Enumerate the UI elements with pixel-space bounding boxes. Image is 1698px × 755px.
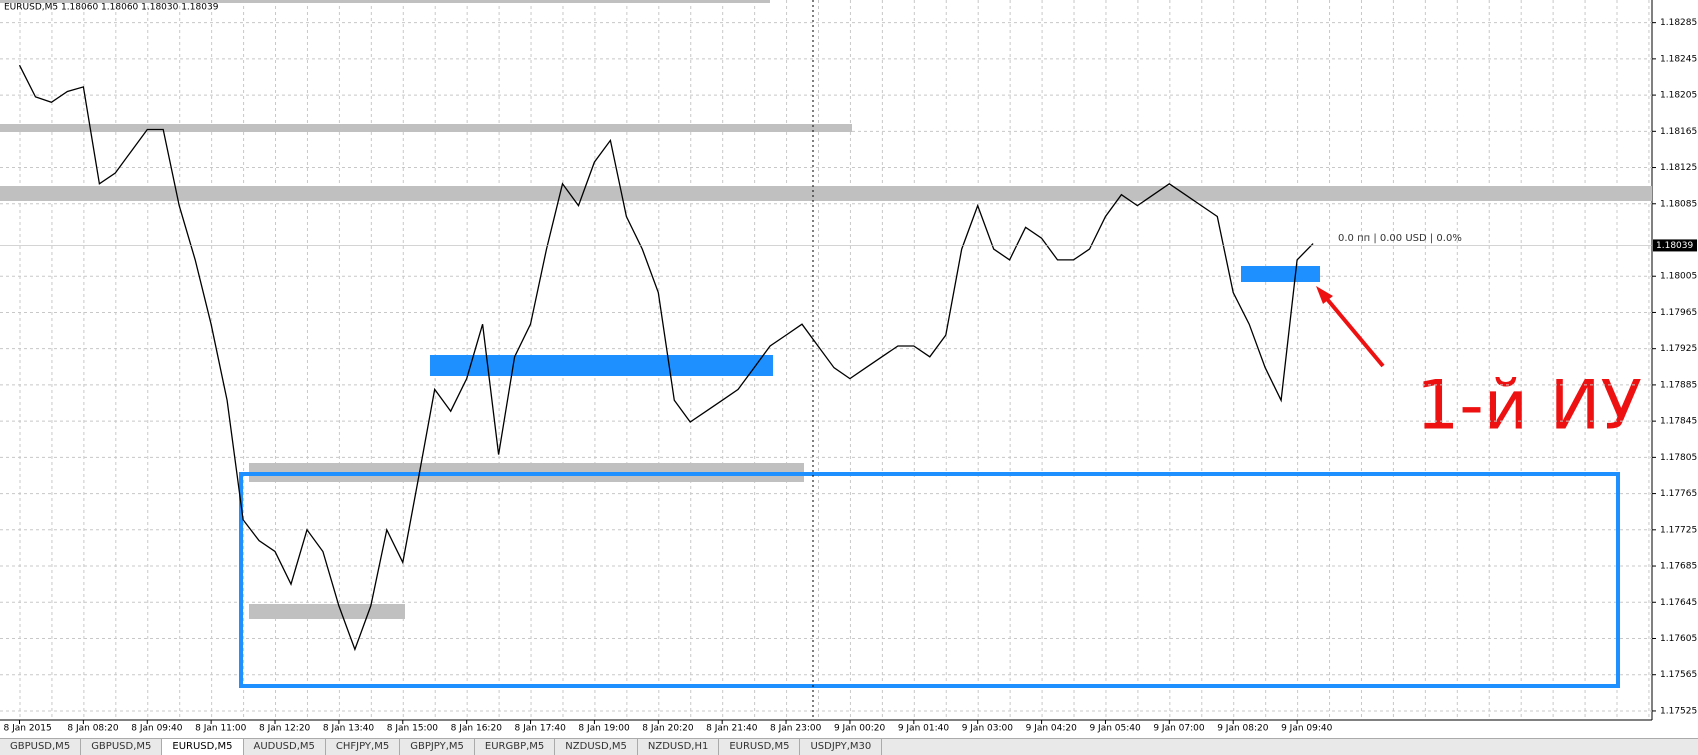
x-tick-label: 9 Jan 09:40 xyxy=(1281,724,1333,734)
y-tick-label: 1.18245 xyxy=(1660,54,1697,64)
x-tick-label: 8 Jan 13:40 xyxy=(323,724,375,734)
vertical-grid xyxy=(0,0,1652,720)
x-tick-label: 8 Jan 2015 xyxy=(4,724,52,734)
blue-zone xyxy=(430,355,773,376)
tab[interactable]: NZDUSD,M5 xyxy=(555,739,638,755)
x-tick-label: 8 Jan 11:00 xyxy=(195,724,247,734)
tab[interactable]: AUDUSD,M5 xyxy=(244,739,326,755)
x-tick-label: 8 Jan 19:00 xyxy=(578,724,630,734)
x-tick-label: 9 Jan 04:20 xyxy=(1026,724,1078,734)
tab[interactable]: USDJPY,M30 xyxy=(800,739,883,755)
x-tick-label: 8 Jan 20:20 xyxy=(642,724,694,734)
tab[interactable]: CHFJPY,M5 xyxy=(326,739,401,755)
price-line xyxy=(18,64,1314,652)
header-bar xyxy=(0,0,770,3)
x-tick-label: 9 Jan 00:20 xyxy=(834,724,886,734)
tab[interactable]: EURUSD,M5 xyxy=(162,739,244,755)
arrow xyxy=(1320,291,1385,368)
x-tick-label: 9 Jan 08:20 xyxy=(1217,724,1269,734)
price-tag-box xyxy=(1653,239,1697,252)
y-tick-label: 1.17885 xyxy=(1660,380,1697,390)
y-tick-label: 1.17525 xyxy=(1660,706,1697,716)
price-tag: 1.18039 xyxy=(1656,241,1693,251)
chart: EURUSD,M5 1.18060 1.18060 1.18030 1.1803… xyxy=(0,0,1697,734)
chart-title: EURUSD,M5 1.18060 1.18060 1.18030 1.1803… xyxy=(4,3,219,13)
y-tick-label: 1.17765 xyxy=(1660,489,1697,499)
x-tick-label: 8 Jan 12:20 xyxy=(259,724,311,734)
x-tick-label: 8 Jan 21:40 xyxy=(706,724,758,734)
tab[interactable]: GBPUSD,M5 xyxy=(81,739,163,755)
y-tick-label: 1.17805 xyxy=(1660,453,1697,463)
y-tick-label: 1.17725 xyxy=(1660,525,1697,535)
y-tick-label: 1.18085 xyxy=(1660,199,1697,209)
y-tick-label: 1.17605 xyxy=(1660,634,1697,644)
y-tick-label: 1.17965 xyxy=(1660,308,1697,318)
tab-bar: GBPUSD,M5 GBPUSD,M5 EURUSD,M5 AUDUSD,M5 CHFJ… xyxy=(0,738,1698,755)
y-tick-label: 1.18005 xyxy=(1660,272,1697,282)
x-tick-label: 8 Jan 16:20 xyxy=(451,724,503,734)
y-tick-label: 1.17685 xyxy=(1660,562,1697,572)
gray-zone xyxy=(0,186,1652,201)
blue-frame xyxy=(239,472,1620,688)
arrow-head xyxy=(1316,286,1333,304)
x-tick-label: 8 Jan 08:20 xyxy=(67,724,119,734)
status-text: 0.0 пп | 0.00 USD | 0.0% xyxy=(1338,233,1462,244)
y-tick-label: 1.18205 xyxy=(1660,91,1697,101)
y-tick-label: 1.18165 xyxy=(1660,127,1697,137)
gray-zone xyxy=(0,124,852,132)
x-tick-label: 8 Jan 15:00 xyxy=(387,724,439,734)
annotation: 1-й ИУ xyxy=(1416,367,1642,446)
x-tick-label: 9 Jan 01:40 xyxy=(898,724,950,734)
zones xyxy=(0,0,1652,720)
x-tick-label: 8 Jan 23:00 xyxy=(770,724,822,734)
gray-zone xyxy=(249,604,405,619)
y-tick-label: 1.18125 xyxy=(1660,163,1697,173)
y-tick-label: 1.17845 xyxy=(1660,417,1697,427)
y-tick-label: 1.17565 xyxy=(1660,670,1697,680)
tab[interactable]: GBPUSD,M5 xyxy=(0,739,82,755)
y-tick-label: 1.17925 xyxy=(1660,344,1697,354)
y-tick-label: 1.17645 xyxy=(1660,598,1697,608)
x-tick-label: 9 Jan 03:00 xyxy=(962,724,1014,734)
tab[interactable]: EURGBP,M5 xyxy=(475,739,556,755)
x-tick-label: 8 Jan 17:40 xyxy=(515,724,567,734)
y-tick-label: 1.18285 xyxy=(1660,18,1697,28)
tab[interactable]: GBPJPY,M5 xyxy=(400,739,475,755)
blue-zone xyxy=(1241,266,1320,282)
x-tick-label: 9 Jan 05:40 xyxy=(1089,724,1141,734)
tab[interactable]: EURUSD,M5 xyxy=(719,739,801,755)
tab[interactable]: NZDUSD,H1 xyxy=(638,739,720,755)
x-tick-label: 9 Jan 07:00 xyxy=(1153,724,1205,734)
x-tick-label: 8 Jan 09:40 xyxy=(131,724,183,734)
